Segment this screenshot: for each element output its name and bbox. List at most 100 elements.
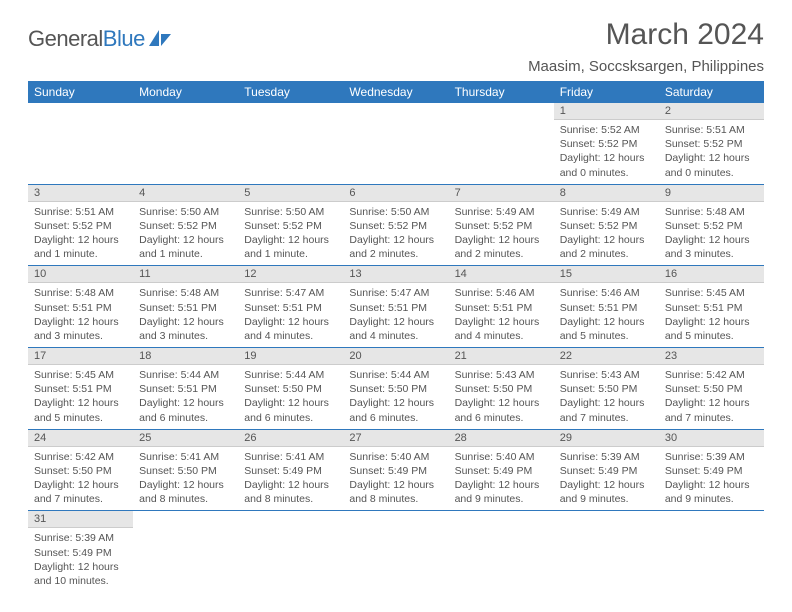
day-number: 3: [28, 185, 133, 202]
brand-part1: General: [28, 26, 103, 52]
day-number: 2: [659, 103, 764, 120]
day-number: 18: [133, 348, 238, 365]
day-body: Sunrise: 5:49 AMSunset: 5:52 PMDaylight:…: [554, 202, 659, 266]
day-body: Sunrise: 5:42 AMSunset: 5:50 PMDaylight:…: [659, 365, 764, 429]
calendar-cell: 18Sunrise: 5:44 AMSunset: 5:51 PMDayligh…: [133, 348, 238, 430]
calendar-cell: 16Sunrise: 5:45 AMSunset: 5:51 PMDayligh…: [659, 266, 764, 348]
calendar-row: 10Sunrise: 5:48 AMSunset: 5:51 PMDayligh…: [28, 266, 764, 348]
day-number: 20: [343, 348, 448, 365]
day-body: Sunrise: 5:45 AMSunset: 5:51 PMDaylight:…: [28, 365, 133, 429]
calendar-cell: 31Sunrise: 5:39 AMSunset: 5:49 PMDayligh…: [28, 511, 133, 592]
day-number: 7: [449, 185, 554, 202]
day-number: 23: [659, 348, 764, 365]
calendar-cell: 14Sunrise: 5:46 AMSunset: 5:51 PMDayligh…: [449, 266, 554, 348]
calendar-cell: [449, 511, 554, 592]
day-body: Sunrise: 5:40 AMSunset: 5:49 PMDaylight:…: [449, 447, 554, 511]
day-number: 16: [659, 266, 764, 283]
day-number: 24: [28, 430, 133, 447]
day-body: Sunrise: 5:41 AMSunset: 5:50 PMDaylight:…: [133, 447, 238, 511]
calendar-cell: 10Sunrise: 5:48 AMSunset: 5:51 PMDayligh…: [28, 266, 133, 348]
day-number: 15: [554, 266, 659, 283]
day-body: Sunrise: 5:48 AMSunset: 5:52 PMDaylight:…: [659, 202, 764, 266]
day-number: 14: [449, 266, 554, 283]
calendar-cell: 2Sunrise: 5:51 AMSunset: 5:52 PMDaylight…: [659, 103, 764, 184]
calendar-cell: 9Sunrise: 5:48 AMSunset: 5:52 PMDaylight…: [659, 184, 764, 266]
calendar-cell: [343, 511, 448, 592]
calendar-cell: [238, 103, 343, 184]
calendar-cell: [28, 103, 133, 184]
day-body: Sunrise: 5:43 AMSunset: 5:50 PMDaylight:…: [554, 365, 659, 429]
weekday-header: Thursday: [449, 81, 554, 103]
day-body: Sunrise: 5:48 AMSunset: 5:51 PMDaylight:…: [133, 283, 238, 347]
day-number: 27: [343, 430, 448, 447]
calendar-cell: 8Sunrise: 5:49 AMSunset: 5:52 PMDaylight…: [554, 184, 659, 266]
calendar-cell: 17Sunrise: 5:45 AMSunset: 5:51 PMDayligh…: [28, 348, 133, 430]
calendar-cell: 12Sunrise: 5:47 AMSunset: 5:51 PMDayligh…: [238, 266, 343, 348]
calendar-cell: 30Sunrise: 5:39 AMSunset: 5:49 PMDayligh…: [659, 429, 764, 511]
header: GeneralBlue March 2024 Maasim, Soccsksar…: [28, 18, 764, 75]
weekday-header: Saturday: [659, 81, 764, 103]
calendar-cell: 27Sunrise: 5:40 AMSunset: 5:49 PMDayligh…: [343, 429, 448, 511]
day-body: Sunrise: 5:49 AMSunset: 5:52 PMDaylight:…: [449, 202, 554, 266]
calendar-cell: 3Sunrise: 5:51 AMSunset: 5:52 PMDaylight…: [28, 184, 133, 266]
calendar-cell: 22Sunrise: 5:43 AMSunset: 5:50 PMDayligh…: [554, 348, 659, 430]
calendar-table: Sunday Monday Tuesday Wednesday Thursday…: [28, 81, 764, 592]
weekday-header: Monday: [133, 81, 238, 103]
calendar-row: 24Sunrise: 5:42 AMSunset: 5:50 PMDayligh…: [28, 429, 764, 511]
day-body: Sunrise: 5:45 AMSunset: 5:51 PMDaylight:…: [659, 283, 764, 347]
day-number: 25: [133, 430, 238, 447]
title-block: March 2024 Maasim, Soccsksargen, Philipp…: [528, 18, 764, 75]
day-number: 21: [449, 348, 554, 365]
calendar-cell: 28Sunrise: 5:40 AMSunset: 5:49 PMDayligh…: [449, 429, 554, 511]
calendar-cell: 29Sunrise: 5:39 AMSunset: 5:49 PMDayligh…: [554, 429, 659, 511]
day-number: 28: [449, 430, 554, 447]
calendar-cell: 19Sunrise: 5:44 AMSunset: 5:50 PMDayligh…: [238, 348, 343, 430]
calendar-cell: 21Sunrise: 5:43 AMSunset: 5:50 PMDayligh…: [449, 348, 554, 430]
day-body: Sunrise: 5:41 AMSunset: 5:49 PMDaylight:…: [238, 447, 343, 511]
calendar-cell: 11Sunrise: 5:48 AMSunset: 5:51 PMDayligh…: [133, 266, 238, 348]
weekday-header: Sunday: [28, 81, 133, 103]
day-body: Sunrise: 5:50 AMSunset: 5:52 PMDaylight:…: [238, 202, 343, 266]
calendar-cell: 24Sunrise: 5:42 AMSunset: 5:50 PMDayligh…: [28, 429, 133, 511]
day-number: 11: [133, 266, 238, 283]
calendar-cell: 20Sunrise: 5:44 AMSunset: 5:50 PMDayligh…: [343, 348, 448, 430]
day-body: Sunrise: 5:47 AMSunset: 5:51 PMDaylight:…: [238, 283, 343, 347]
weekday-header-row: Sunday Monday Tuesday Wednesday Thursday…: [28, 81, 764, 103]
day-body: Sunrise: 5:52 AMSunset: 5:52 PMDaylight:…: [554, 120, 659, 184]
day-number: 4: [133, 185, 238, 202]
calendar-cell: 15Sunrise: 5:46 AMSunset: 5:51 PMDayligh…: [554, 266, 659, 348]
calendar-cell: 4Sunrise: 5:50 AMSunset: 5:52 PMDaylight…: [133, 184, 238, 266]
day-body: Sunrise: 5:42 AMSunset: 5:50 PMDaylight:…: [28, 447, 133, 511]
calendar-cell: 13Sunrise: 5:47 AMSunset: 5:51 PMDayligh…: [343, 266, 448, 348]
brand-part2: Blue: [103, 26, 145, 52]
day-number: 1: [554, 103, 659, 120]
calendar-row: 17Sunrise: 5:45 AMSunset: 5:51 PMDayligh…: [28, 348, 764, 430]
day-number: 9: [659, 185, 764, 202]
calendar-cell: [659, 511, 764, 592]
calendar-cell: 25Sunrise: 5:41 AMSunset: 5:50 PMDayligh…: [133, 429, 238, 511]
day-number: 10: [28, 266, 133, 283]
day-body: Sunrise: 5:50 AMSunset: 5:52 PMDaylight:…: [133, 202, 238, 266]
day-body: Sunrise: 5:51 AMSunset: 5:52 PMDaylight:…: [28, 202, 133, 266]
day-number: 26: [238, 430, 343, 447]
calendar-cell: [133, 103, 238, 184]
calendar-cell: [554, 511, 659, 592]
weekday-header: Friday: [554, 81, 659, 103]
day-number: 19: [238, 348, 343, 365]
day-body: Sunrise: 5:46 AMSunset: 5:51 PMDaylight:…: [554, 283, 659, 347]
day-body: Sunrise: 5:47 AMSunset: 5:51 PMDaylight:…: [343, 283, 448, 347]
day-body: Sunrise: 5:44 AMSunset: 5:51 PMDaylight:…: [133, 365, 238, 429]
day-number: 8: [554, 185, 659, 202]
day-body: Sunrise: 5:46 AMSunset: 5:51 PMDaylight:…: [449, 283, 554, 347]
weekday-header: Wednesday: [343, 81, 448, 103]
sail-icon: [147, 28, 173, 50]
day-body: Sunrise: 5:39 AMSunset: 5:49 PMDaylight:…: [28, 528, 133, 592]
day-number: 31: [28, 511, 133, 528]
day-body: Sunrise: 5:44 AMSunset: 5:50 PMDaylight:…: [238, 365, 343, 429]
day-body: Sunrise: 5:39 AMSunset: 5:49 PMDaylight:…: [554, 447, 659, 511]
calendar-cell: 6Sunrise: 5:50 AMSunset: 5:52 PMDaylight…: [343, 184, 448, 266]
calendar-cell: [449, 103, 554, 184]
calendar-cell: 1Sunrise: 5:52 AMSunset: 5:52 PMDaylight…: [554, 103, 659, 184]
calendar-cell: [238, 511, 343, 592]
weekday-header: Tuesday: [238, 81, 343, 103]
